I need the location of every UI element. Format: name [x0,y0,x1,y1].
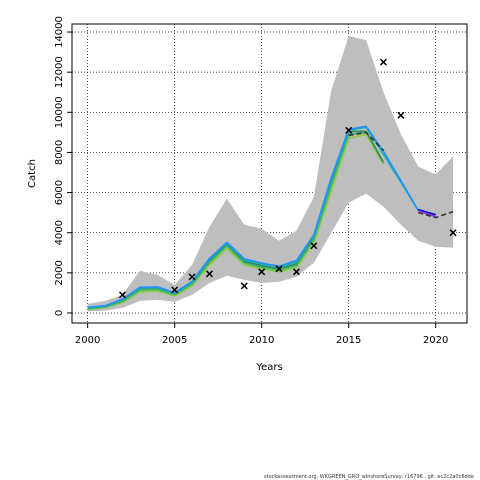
confidence-band [87,36,454,312]
observation-stroke [275,265,283,273]
y-tick-label: 6000 [54,180,65,205]
observation-point [397,111,405,119]
observation-stroke [345,126,353,134]
y-tick-label: 12000 [54,56,65,88]
x-axis-label: Years [255,362,282,373]
observation-stroke [258,268,266,276]
observation-point [310,242,318,250]
observation-stroke [379,58,388,66]
series-line [348,131,385,151]
y-tick-label: 14000 [54,16,65,48]
observation-point [118,291,126,299]
series-line [418,208,436,216]
observation-point [275,265,283,273]
y-tick-label: 10000 [54,96,65,128]
x-tick-label: 2000 [75,335,100,346]
series-line [418,210,454,219]
observation-point [188,273,196,281]
x-tick-label: 2020 [423,335,448,346]
observation-stroke [118,291,126,299]
observation-stroke [205,270,213,278]
series-line [87,131,367,310]
observation-markers [118,58,457,299]
x-tick-label: 2005 [162,335,187,346]
observation-stroke [449,229,457,237]
observation-point [345,126,353,134]
y-tick-label: 0 [54,310,65,316]
observation-point [292,268,301,276]
observation-stroke [292,268,301,276]
observation-stroke [240,282,248,290]
observation-point [171,286,179,294]
y-tick-label: 2000 [54,260,65,285]
observation-point [240,282,248,290]
observation-stroke [397,111,405,119]
plot-frame [71,23,468,324]
x-tick-label: 2015 [336,335,361,346]
observation-point [449,229,457,237]
y-tick-label: 8000 [54,140,65,165]
observation-point [379,58,388,66]
footer-credit: stockassessment.org, WKGREEN_GRO_wInshor… [264,474,474,480]
x-axis: 2000 2005 2010 2015 2020 [75,323,448,346]
x-tick-label: 2010 [249,335,274,346]
observation-point [205,270,213,278]
y-tick-label: 4000 [54,220,65,245]
observation-point [258,268,266,276]
confidence-band-area [87,36,454,312]
series-line [418,209,436,218]
y-axis: 0 2000 4000 6000 8000 10000 12000 14000 [54,16,72,316]
observation-stroke [310,242,318,250]
y-axis-label: Catch [27,159,38,188]
series-line [87,133,385,311]
series-line [87,125,419,309]
observation-stroke [171,286,179,294]
series-lines [87,125,454,311]
series-line [87,130,385,309]
observation-stroke [188,273,196,281]
